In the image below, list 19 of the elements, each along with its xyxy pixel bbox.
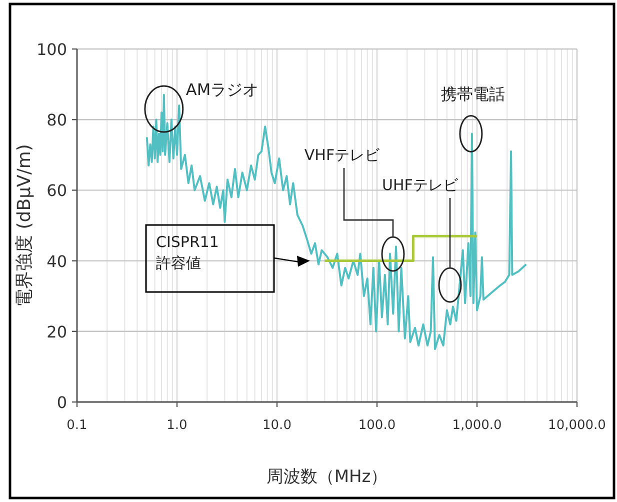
y-tick-label: 100 xyxy=(36,40,67,59)
annotation: 携帯電話 xyxy=(440,84,505,104)
annotation: AMラジオ xyxy=(186,80,259,100)
x-axis-title: 周波数（MHz） xyxy=(266,467,388,487)
y-tick-label: 0 xyxy=(56,393,67,412)
y-axis-title: 電界強度 (dBμV/m) xyxy=(14,144,35,307)
annotation: VHFテレビ xyxy=(304,146,380,164)
y-tick-label: 80 xyxy=(46,110,67,130)
y-tick-label: 60 xyxy=(46,181,67,200)
x-tick-label: 0.1 xyxy=(66,418,88,433)
x-tick-label: 10.0 xyxy=(262,418,292,433)
y-tick-label: 40 xyxy=(46,252,67,271)
y-tick-label: 20 xyxy=(46,322,67,342)
annotation: UHFテレビ xyxy=(382,176,458,194)
x-tick-label: 100.0 xyxy=(358,418,396,433)
annotation: AMラジオ xyxy=(144,80,259,133)
x-tick-label: 1.0 xyxy=(166,418,188,433)
x-tick-label: 1,000.0 xyxy=(452,418,502,433)
x-tick-label: 10,000.0 xyxy=(548,418,606,433)
